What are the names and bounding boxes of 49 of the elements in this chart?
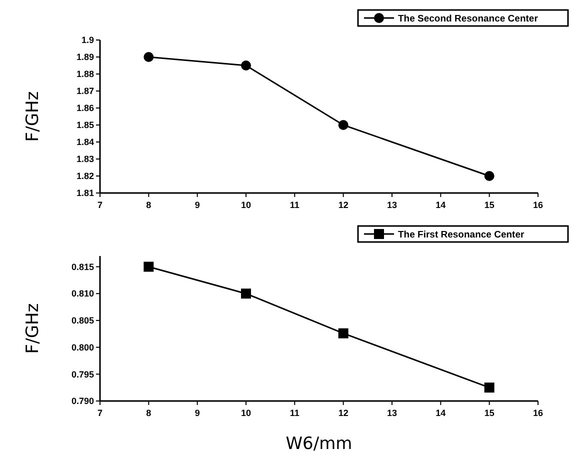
- y-tick-label: 1.85: [76, 120, 94, 130]
- y-tick-label: 0.815: [71, 262, 94, 272]
- x-tick-label: 10: [240, 408, 252, 418]
- point: [338, 328, 348, 338]
- y-tick-label: 0.790: [71, 396, 94, 406]
- x-tick-label: 7: [97, 408, 103, 418]
- x-tick-label: 8: [146, 408, 152, 418]
- y-tick-label: 0.810: [71, 288, 94, 299]
- legend-label: The Second Resonance Center: [398, 13, 538, 24]
- y-tick-label: 0.805: [71, 316, 94, 326]
- x-tick-label: 13: [386, 200, 398, 210]
- point: [144, 52, 154, 62]
- x-tick-label: 16: [532, 408, 544, 418]
- x-tick-label: 9: [194, 200, 200, 210]
- x-tick-label: 12: [338, 200, 348, 210]
- legend-label: The First Resonance Center: [398, 229, 524, 240]
- point: [338, 120, 348, 130]
- y-tick-label: 1.9: [81, 35, 94, 46]
- x-tick-label: 13: [386, 408, 398, 418]
- x-tick-label: 11: [290, 408, 300, 418]
- x-tick-label: 8: [146, 200, 152, 210]
- x-tick-label: 16: [532, 200, 544, 210]
- x-axis-title: W6/mm: [286, 434, 352, 454]
- y-tick-label: 1.83: [76, 154, 94, 164]
- x-tick-label: 15: [484, 200, 494, 210]
- y-axis-title: F/GHz: [23, 91, 43, 142]
- y-tick-label: 1.81: [76, 188, 94, 198]
- x-tick-label: 14: [436, 408, 446, 418]
- point: [484, 382, 494, 393]
- y-tick-label: 1.82: [76, 171, 94, 182]
- y-tick-label: 0.795: [71, 369, 94, 380]
- point: [144, 262, 154, 272]
- x-tick-label: 11: [290, 200, 300, 210]
- x-tick-label: 14: [436, 200, 446, 210]
- y-tick-label: 1.89: [76, 52, 94, 62]
- y-tick-label: 1.88: [76, 69, 94, 80]
- x-tick-label: 12: [338, 408, 348, 418]
- y-tick-label: 0.800: [71, 342, 94, 352]
- point: [241, 60, 251, 70]
- x-tick-label: 9: [194, 408, 200, 418]
- x-tick-label: 10: [240, 200, 252, 210]
- y-tick-label: 1.84: [76, 137, 94, 148]
- y-axis-title: F/GHz: [23, 303, 43, 354]
- x-tick-label: 7: [97, 200, 103, 210]
- y-tick-label: 1.87: [76, 86, 94, 96]
- y-tick-label: 1.86: [76, 103, 94, 114]
- point: [484, 171, 494, 181]
- x-tick-label: 15: [484, 408, 494, 418]
- point: [241, 288, 251, 299]
